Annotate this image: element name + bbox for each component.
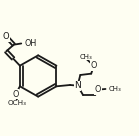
Text: O: O [91, 61, 97, 70]
Text: CH₃: CH₃ [79, 54, 92, 60]
Text: CH₃: CH₃ [108, 86, 121, 92]
Text: OCH₃: OCH₃ [8, 100, 27, 106]
Text: OH: OH [25, 39, 37, 48]
Text: O: O [13, 90, 19, 99]
Text: N: N [74, 81, 81, 90]
Text: O: O [95, 85, 101, 94]
Text: O: O [3, 32, 10, 41]
